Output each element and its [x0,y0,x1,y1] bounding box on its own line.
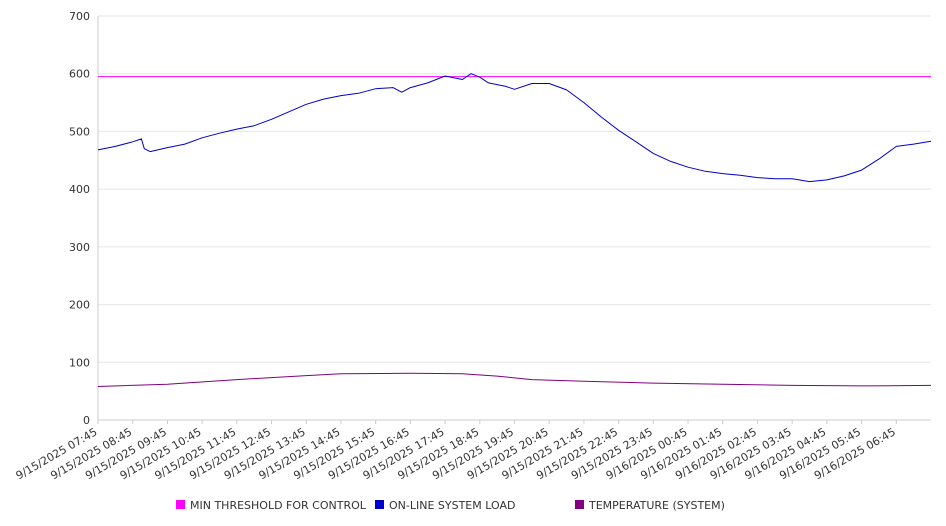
y-tick-label: 700 [69,10,90,23]
y-tick-label: 300 [69,241,90,254]
series-lines [97,73,932,387]
y-tick-label: 100 [69,356,90,369]
y-tick-label: 0 [83,414,90,427]
series-line-2 [97,372,932,387]
legend-swatch [375,500,384,509]
y-axis: 0 100 200 300 400 500 600 700 [69,10,99,427]
x-axis: 9/15/2025 07:459/15/2025 08:459/15/2025 … [14,419,931,482]
legend-swatch [575,500,584,509]
legend: MIN THRESHOLD FOR CONTROL ON-LINE SYSTEM … [176,499,725,512]
y-tick-label: 400 [69,183,90,196]
legend-label: MIN THRESHOLD FOR CONTROL [190,499,367,512]
series-line-1 [97,73,932,183]
legend-label: ON-LINE SYSTEM LOAD [389,499,515,512]
legend-swatch [176,500,185,509]
gridlines [98,15,931,363]
y-tick-label: 600 [69,68,90,81]
legend-label: TEMPERATURE (SYSTEM) [588,499,725,512]
y-tick-label: 200 [69,299,90,312]
y-tick-label: 500 [69,125,90,138]
